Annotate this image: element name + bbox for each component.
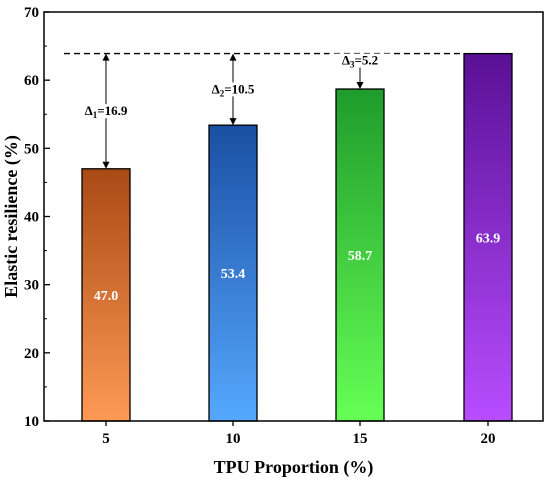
annotations: Δ1=16.9 Δ2=10.5 Δ3=5.2 xyxy=(75,53,391,169)
delta-annotation-1: Δ1=16.9 xyxy=(75,53,137,169)
y-axis: 10 20 30 40 50 60 70 xyxy=(24,5,50,430)
arrow-down-icon xyxy=(102,161,110,169)
y-tick-label: 30 xyxy=(24,278,39,294)
delta-annotation-2: Δ2=10.5 xyxy=(202,53,264,126)
bar-value-label: 47.0 xyxy=(94,289,119,304)
delta-label: Δ1=16.9 xyxy=(85,103,128,120)
bar-20 xyxy=(463,52,513,422)
arrow-down-icon xyxy=(229,118,237,126)
x-axis-title: TPU Proportion (%) xyxy=(214,457,374,478)
delta-label: Δ3=5.2 xyxy=(342,53,378,70)
x-tick-label: 10 xyxy=(226,431,241,447)
delta-label: Δ2=10.5 xyxy=(212,81,255,98)
arrow-up-icon xyxy=(102,53,110,61)
y-tick-label: 60 xyxy=(24,73,39,89)
bar-value-label: 63.9 xyxy=(476,231,501,246)
y-tick-label: 70 xyxy=(24,5,39,21)
y-tick-label: 50 xyxy=(24,141,39,157)
y-axis-title: Elastic resilience (%) xyxy=(1,135,22,298)
arrow-down-icon xyxy=(356,82,364,90)
x-tick-label: 15 xyxy=(353,431,368,447)
bar-10 xyxy=(208,124,258,422)
arrow-up-icon xyxy=(229,53,237,61)
y-tick-label: 20 xyxy=(24,346,39,362)
bar-value-label: 53.4 xyxy=(221,267,246,282)
bar-value-label: 58.7 xyxy=(348,249,373,264)
x-tick-label: 5 xyxy=(102,431,110,447)
y-tick-label: 40 xyxy=(24,210,39,226)
y-tick-label: 10 xyxy=(24,414,39,430)
bar-5 xyxy=(81,168,131,422)
bars: 47.0 53.4 58.7 63.9 xyxy=(81,52,513,422)
x-tick-label: 20 xyxy=(481,431,496,447)
delta-annotation-3: Δ3=5.2 xyxy=(329,53,391,90)
x-axis: 5 10 15 20 xyxy=(102,421,496,447)
